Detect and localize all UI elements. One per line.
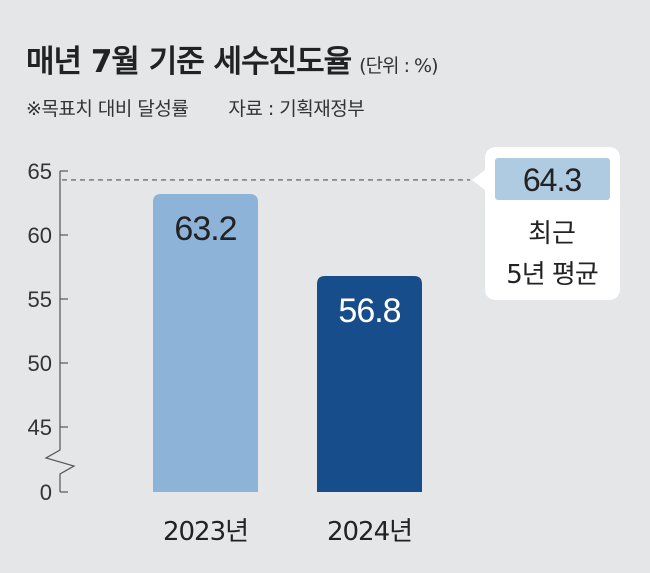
bar-2023년 — [153, 194, 258, 493]
x-tick-label: 2024년 — [327, 517, 412, 547]
y-tick-label: 60 — [28, 223, 52, 248]
y-axis-line — [44, 171, 76, 492]
subtitle: ※목표치 대비 달성률 자료 : 기획재정부 — [26, 94, 365, 121]
title-text: 매년 7월 기준 세수진도율 — [26, 44, 352, 80]
reference-value-label: 64.3 — [523, 162, 581, 198]
y-tick-label: 45 — [28, 415, 52, 440]
chart-title: 매년 7월 기준 세수진도율 (단위 : %) — [26, 36, 438, 81]
note-text: ※목표치 대비 달성률 — [26, 98, 189, 120]
unit-label: (단위 : %) — [359, 55, 438, 77]
reference-caption-line2: 5년 평균 — [506, 260, 598, 290]
bar-value-label: 63.2 — [174, 210, 236, 248]
y-tick-label: 0 — [40, 480, 52, 505]
y-tick-label: 65 — [28, 159, 52, 184]
reference-caption-line1: 최근 — [528, 219, 576, 249]
y-tick-label: 50 — [28, 351, 52, 376]
bar-value-label: 56.8 — [338, 292, 400, 330]
source-text: 자료 : 기획재정부 — [228, 98, 365, 120]
x-tick-label: 2023년 — [163, 517, 248, 547]
y-tick-label: 55 — [28, 287, 52, 312]
reference-value-box — [495, 158, 610, 200]
bar-2024년 — [317, 275, 422, 492]
